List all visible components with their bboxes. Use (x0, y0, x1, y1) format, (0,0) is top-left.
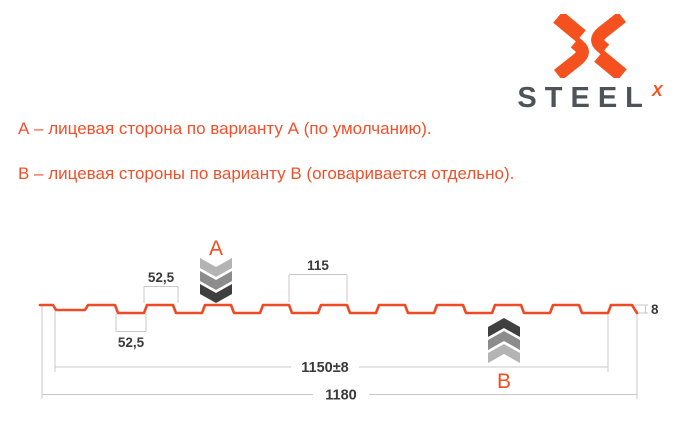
marker-a: A (200, 237, 232, 303)
dim-rib-pitch: 115 (307, 258, 329, 273)
dim-profile-height: 8 (651, 302, 659, 317)
chevron-down-icon (200, 258, 232, 277)
logo-hook-lower (553, 37, 589, 78)
brand-logo: STEELX (500, 14, 680, 113)
logo-arm-top-left (553, 14, 586, 42)
chevron-up-icon (488, 344, 520, 363)
brand-wordmark-sup-x: X (651, 83, 663, 100)
brand-wordmark-text: STEEL (517, 82, 651, 114)
profile-drawing: A B 52,5 115 52,5 8 1150±8 1180 (38, 237, 659, 404)
dim-bottom-flat: 52,5 (118, 335, 145, 350)
marker-b: B (488, 318, 520, 393)
dimension-lines (41, 274, 648, 399)
note-variant-b: В – лицевая стороны по варианту В (огова… (18, 164, 515, 183)
dim-top-flat: 52,5 (148, 270, 175, 285)
chevron-up-icon (488, 318, 520, 337)
dim-overall-width: 1180 (325, 388, 356, 404)
sheet-profile-line (38, 303, 639, 315)
marker-b-label: B (497, 370, 511, 393)
brand-wordmark: STEELX (500, 84, 680, 113)
note-variant-a: А – лицевая сторона по варианту А (по ум… (18, 119, 432, 138)
logo-hook-upper (591, 14, 627, 55)
dim-cover-width: 1150±8 (301, 360, 348, 376)
chevron-down-icon (200, 284, 232, 303)
logo-arm-bottom-right (594, 50, 627, 78)
chevron-down-icon (200, 271, 232, 290)
chevron-up-icon (488, 331, 520, 350)
steelx-logo-icon (553, 14, 627, 78)
marker-a-label: A (209, 237, 223, 260)
